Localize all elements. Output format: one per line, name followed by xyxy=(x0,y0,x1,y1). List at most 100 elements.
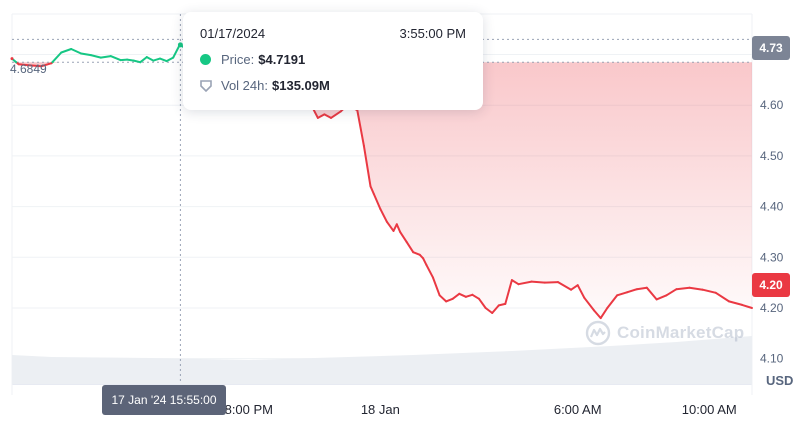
price-line-down xyxy=(655,294,668,301)
price-line-up xyxy=(119,58,129,62)
price-line-down xyxy=(422,257,428,266)
open-price-label: 4.6849 xyxy=(10,62,47,76)
tooltip-volume-label: Vol 24h: xyxy=(221,78,268,93)
y-tick-label: 4.60 xyxy=(760,98,784,112)
price-line-down xyxy=(741,303,753,309)
price-line-down xyxy=(464,293,474,298)
y-tick-label: 4.20 xyxy=(760,301,784,315)
x-tick-label: 6:00 AM xyxy=(553,402,602,417)
price-line-down xyxy=(616,291,628,297)
price-line-down xyxy=(491,304,500,314)
price-line-down xyxy=(484,307,494,314)
price-line-down xyxy=(688,286,704,291)
crosshair-point xyxy=(177,42,183,48)
crosshair xyxy=(177,14,183,384)
price-line-up xyxy=(60,48,73,54)
price-line-down xyxy=(445,297,454,303)
coinmarketcap-logo-icon xyxy=(585,320,611,346)
price-line-down xyxy=(606,294,619,309)
price-line-down xyxy=(570,284,579,291)
y-tick-label: 4.30 xyxy=(760,250,784,264)
price-line-down xyxy=(504,279,513,305)
y-tick-label: 4.40 xyxy=(760,200,784,214)
price-line-down xyxy=(701,288,717,294)
price-line-down xyxy=(583,296,596,312)
currency-label: USD xyxy=(766,373,794,388)
price-line-down xyxy=(372,192,382,211)
price-line-up xyxy=(89,54,102,59)
volume-shield-icon xyxy=(200,79,212,92)
price-line-down xyxy=(405,241,415,254)
price-line-down xyxy=(497,302,507,307)
price-line-down xyxy=(599,307,609,320)
price-line-down xyxy=(458,292,467,298)
tooltip-volume-row: Vol 24h: $135.09M xyxy=(200,78,330,93)
crosshair-time-label: 17 Jan '24 15:55:00 xyxy=(102,385,226,415)
price-line-down xyxy=(517,280,533,286)
price-line-down xyxy=(675,286,691,291)
price-line-up xyxy=(139,56,148,64)
price-line-down xyxy=(576,284,586,299)
price-line-down xyxy=(645,286,658,301)
watermark-text: CoinMarketCap xyxy=(617,323,745,342)
last-price-badge: 4.20 xyxy=(752,273,790,297)
y-tick-label: 4.10 xyxy=(760,352,784,366)
price-line-down xyxy=(557,281,573,291)
y-tick-label: 4.50 xyxy=(760,149,784,163)
price-line-down xyxy=(412,251,421,256)
price-line-down xyxy=(510,279,520,286)
price-line-down xyxy=(593,309,602,320)
price-line-down xyxy=(395,223,402,233)
price-dot-icon xyxy=(200,54,211,65)
price-line-up xyxy=(51,51,63,64)
price-line-down xyxy=(478,297,487,309)
price-line-down xyxy=(323,113,332,119)
price-line-up xyxy=(159,57,168,63)
price-line-up xyxy=(109,55,122,62)
tooltip-volume-value: $135.09M xyxy=(272,78,330,93)
price-line-down xyxy=(728,300,744,306)
coinmarketcap-watermark: CoinMarketCap xyxy=(585,320,744,346)
price-line-down xyxy=(356,109,365,147)
tooltip-price-row: Price: $4.7191 xyxy=(200,52,305,67)
high-price-badge: 4.73 xyxy=(752,36,790,60)
tooltip-time: 3:55:00 PM xyxy=(399,26,467,41)
x-tick-label: 8:00 PM xyxy=(224,402,274,417)
y-axis-ticks: 4.104.204.304.404.504.604.70 xyxy=(760,48,784,366)
price-line-down xyxy=(379,208,388,223)
price-tooltip: 01/17/2024 3:55:00 PM Price: $4.7191 Vol… xyxy=(183,12,483,110)
price-line-down xyxy=(432,276,441,297)
price-line-down xyxy=(471,293,480,300)
price-line-up xyxy=(145,56,155,62)
volume-area xyxy=(12,336,752,384)
volume-band xyxy=(12,336,752,384)
price-line-down xyxy=(362,144,372,188)
price-line-down xyxy=(316,113,326,119)
price-line-down xyxy=(635,286,648,291)
price-line-down xyxy=(399,230,408,244)
price-line-down xyxy=(530,280,546,284)
tooltip-date: 01/17/2024 xyxy=(200,26,266,41)
tooltip-price-value: $4.7191 xyxy=(258,52,306,67)
price-line-up xyxy=(99,55,112,59)
x-tick-label: 10:00 AM xyxy=(681,402,737,417)
price-line-down xyxy=(543,281,559,284)
start-point xyxy=(10,57,14,61)
price-line-down xyxy=(330,110,342,119)
price-line-down xyxy=(438,294,448,303)
price-line-down xyxy=(714,291,730,303)
price-line-down xyxy=(451,292,461,300)
price-area-fill xyxy=(12,62,752,319)
price-line-down xyxy=(17,63,30,67)
price-line-down xyxy=(425,263,434,279)
price-line-down xyxy=(665,288,678,297)
price-line-down xyxy=(626,288,638,294)
red-area-fill xyxy=(12,62,752,319)
price-line-down xyxy=(27,64,43,68)
price-line-up xyxy=(172,43,181,59)
price-line-up xyxy=(132,59,142,64)
tooltip-price-label: Price: xyxy=(221,52,255,67)
price-line-down xyxy=(385,220,395,232)
price-line-up xyxy=(126,58,135,62)
